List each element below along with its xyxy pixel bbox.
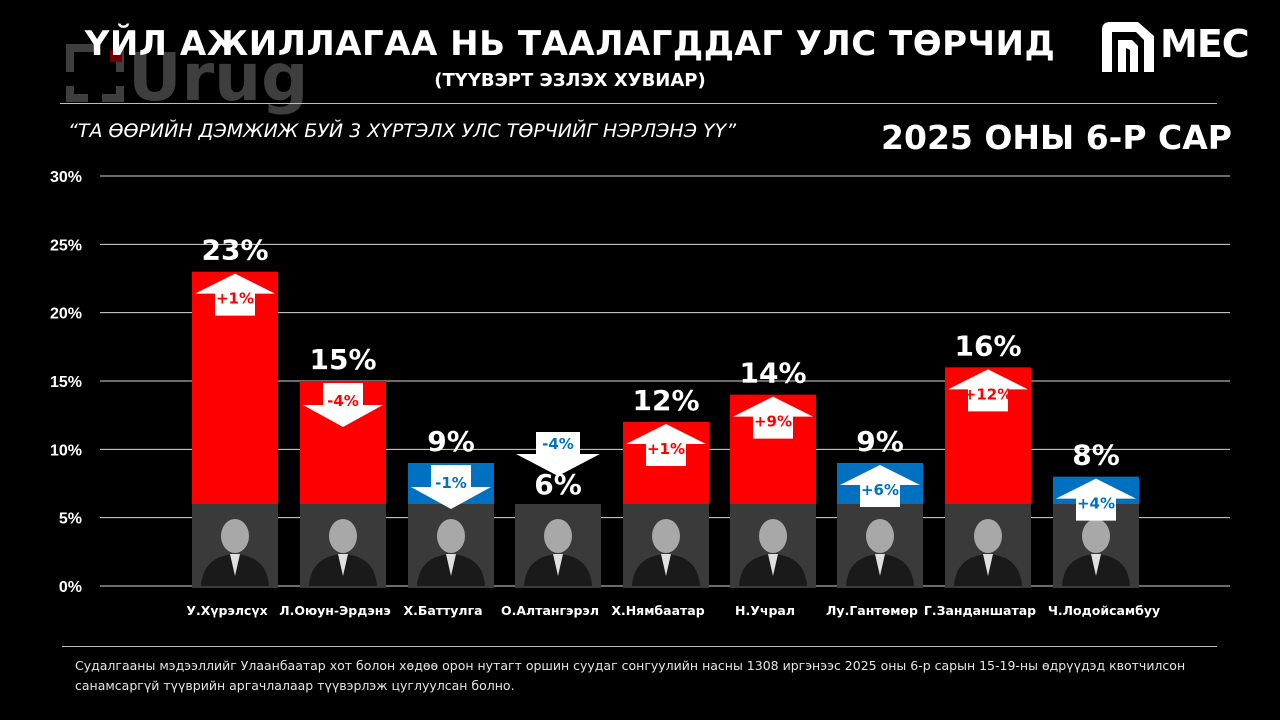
y-tick-label: 0% [59,579,82,596]
category-label: Лу.Гантөмөр [826,603,918,618]
up-arrow-icon [626,424,706,466]
change-label: +6% [861,481,899,499]
y-tick-label: 10% [50,442,82,459]
change-label: +4% [1077,495,1115,513]
candidate-photo [945,504,1031,588]
value-label: 6% [534,468,582,501]
y-tick-label: 15% [50,374,82,391]
candidate-photo [1053,504,1139,588]
up-arrow-icon [948,369,1028,412]
top-divider [60,103,1217,104]
change-label: -1% [435,474,467,492]
category-label: Г.Занданшатар [924,603,1036,618]
person-head-icon [544,519,572,553]
person-head-icon [759,519,787,553]
footnote: Судалгааны мэдээллийг Улаанбаатар хот бо… [75,658,1186,693]
bar-chart: 0% 5% 10% 15% 20% 25% 30% +1% 23% У.Хүрэлсүх -4% 15… [50,169,1230,618]
person-collar-icon [230,554,240,576]
category-label: Л.Оюун-Эрдэнэ [279,603,391,618]
change-label: -4% [542,435,574,453]
page-title: ҮЙЛ АЖИЛЛАГАА НЬ ТААЛАГДДАГ УЛС ТӨРЧИД [84,24,1056,64]
candidate-photo [300,504,386,588]
person-collar-icon [875,554,885,576]
category-label: Н.Учрал [735,603,795,618]
change-label: +9% [754,413,792,431]
change-label: +12% [964,385,1012,403]
person-head-icon [437,519,465,553]
up-arrow-icon [840,465,920,507]
brand-name: MEC [1160,22,1250,66]
candidate-photo [837,504,923,588]
person-head-icon [329,519,357,553]
y-tick-label: 25% [50,237,82,254]
down-arrow-icon [411,465,491,509]
y-tick-label: 30% [50,169,82,186]
person-collar-icon [553,554,563,576]
candidate-photo [192,504,278,588]
mec-logo-icon [1102,22,1154,72]
candidate-photo [515,504,601,588]
person-collar-icon [661,554,671,576]
value-label: 16% [954,329,1021,362]
candidate-photo [730,504,816,588]
category-label: Х.Нямбаатар [611,603,704,618]
y-tick-label: 5% [59,511,82,528]
person-collar-icon [446,554,456,576]
survey-question: “ТА ӨӨРИЙН ДЭМЖИЖ БУЙ 3 ХҮРТЭЛХ УЛС ТӨРЧ… [68,120,737,142]
value-label: 8% [1072,439,1120,472]
value-label: 14% [739,357,806,390]
person-collar-icon [983,554,993,576]
change-label: +1% [647,440,685,458]
up-arrow-icon [195,273,275,316]
person-collar-icon [338,554,348,576]
person-head-icon [1082,519,1110,553]
value-label: 9% [856,425,904,458]
category-label: О.Алтангэрэл [501,603,599,618]
survey-period: 2025 ОНЫ 6-Р САР [881,118,1232,157]
person-head-icon [974,519,1002,553]
person-collar-icon [768,554,778,576]
y-tick-label: 20% [50,306,82,323]
down-arrow-icon [303,383,383,427]
up-arrow-icon [1056,478,1136,521]
category-label: Ч.Лодойсамбуу [1048,603,1160,618]
down-arrow-icon [516,432,600,476]
page-subtitle: (ТҮҮВЭРТ ЭЗЛЭХ ХУВИАР) [434,70,706,91]
value-label: 23% [201,234,268,267]
person-head-icon [652,519,680,553]
category-label: Х.Баттулга [403,603,482,618]
value-label: 12% [632,384,699,417]
person-head-icon [221,519,249,553]
change-label: +1% [216,290,254,308]
change-label: -4% [327,392,359,410]
value-label: 9% [427,425,475,458]
value-label: 15% [309,343,376,376]
candidate-photo [623,504,709,588]
person-collar-icon [1091,554,1101,576]
person-head-icon [866,519,894,553]
candidate-photo [408,504,494,588]
category-label: У.Хүрэлсүх [186,603,267,618]
up-arrow-icon [733,396,813,439]
bottom-divider [62,646,1217,647]
